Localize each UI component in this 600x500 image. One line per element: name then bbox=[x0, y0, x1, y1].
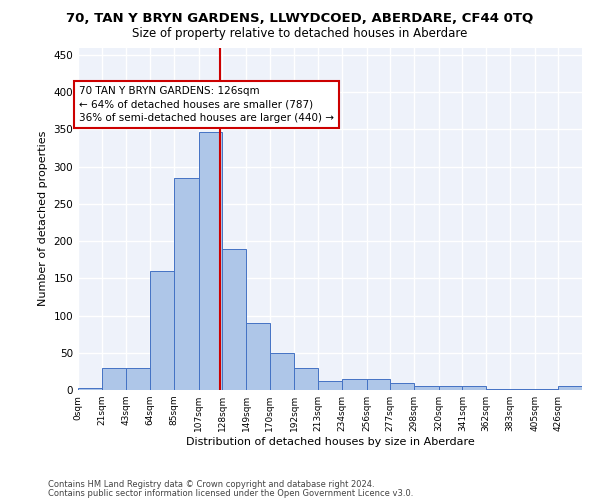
Bar bbox=[463, 386, 486, 390]
Bar bbox=[367, 379, 391, 390]
Text: Contains public sector information licensed under the Open Government Licence v3: Contains public sector information licen… bbox=[48, 488, 413, 498]
Bar bbox=[223, 248, 246, 390]
Bar bbox=[101, 368, 127, 390]
Bar bbox=[269, 353, 295, 390]
Bar bbox=[414, 386, 439, 390]
Bar bbox=[439, 386, 463, 390]
Bar bbox=[559, 386, 582, 390]
Bar bbox=[342, 379, 367, 390]
Text: 70, TAN Y BRYN GARDENS, LLWYDCOED, ABERDARE, CF44 0TQ: 70, TAN Y BRYN GARDENS, LLWYDCOED, ABERD… bbox=[67, 12, 533, 26]
X-axis label: Distribution of detached houses by size in Aberdare: Distribution of detached houses by size … bbox=[185, 437, 475, 447]
Bar bbox=[318, 381, 342, 390]
Bar bbox=[246, 323, 269, 390]
Text: Contains HM Land Registry data © Crown copyright and database right 2024.: Contains HM Land Registry data © Crown c… bbox=[48, 480, 374, 489]
Bar bbox=[78, 388, 101, 390]
Bar bbox=[127, 368, 150, 390]
Y-axis label: Number of detached properties: Number of detached properties bbox=[38, 131, 48, 306]
Bar bbox=[535, 388, 559, 390]
Bar bbox=[295, 368, 318, 390]
Bar bbox=[199, 132, 223, 390]
Bar bbox=[486, 388, 510, 390]
Bar bbox=[174, 178, 199, 390]
Bar bbox=[510, 388, 535, 390]
Bar bbox=[150, 271, 174, 390]
Text: 70 TAN Y BRYN GARDENS: 126sqm
← 64% of detached houses are smaller (787)
36% of : 70 TAN Y BRYN GARDENS: 126sqm ← 64% of d… bbox=[79, 86, 334, 122]
Bar bbox=[391, 382, 414, 390]
Text: Size of property relative to detached houses in Aberdare: Size of property relative to detached ho… bbox=[133, 28, 467, 40]
